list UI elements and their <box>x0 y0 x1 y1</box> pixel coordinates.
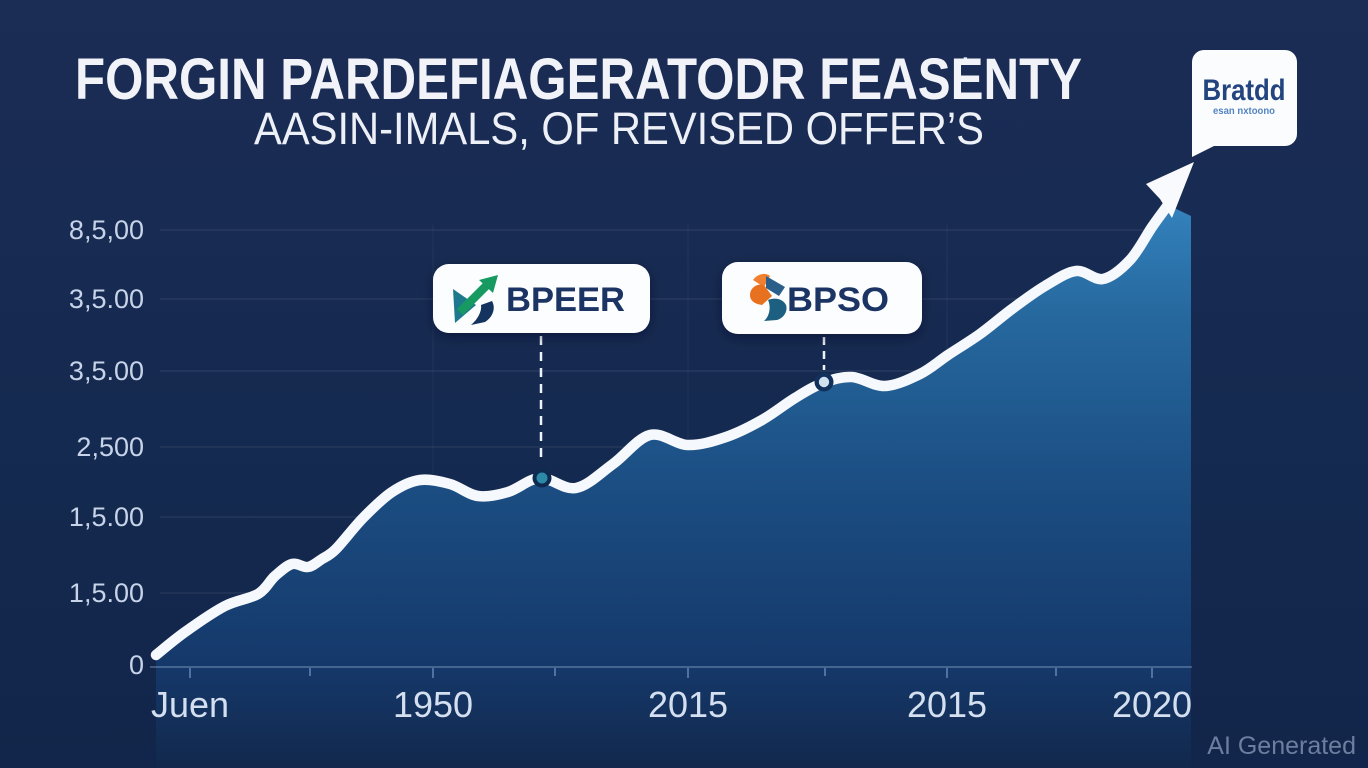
svg-text:esan nxtoono: esan nxtoono <box>1213 105 1275 117</box>
svg-text:BPEER: BPEER <box>506 281 625 319</box>
svg-text:0: 0 <box>129 650 144 680</box>
svg-text:Bratdd: Bratdd <box>1203 74 1286 107</box>
svg-text:2015: 2015 <box>648 684 728 725</box>
svg-text:BPSO: BPSO <box>787 281 889 319</box>
svg-text:Juen: Juen <box>151 684 229 725</box>
svg-text:3,5.00: 3,5.00 <box>69 284 144 314</box>
svg-text:ʼ: ʼ <box>962 53 969 80</box>
svg-text:2020: 2020 <box>1112 684 1192 725</box>
svg-text:AASIN-IMALS, OF REVISED OFFER’: AASIN-IMALS, OF REVISED OFFER’S <box>254 103 984 154</box>
svg-text:2,500: 2,500 <box>76 432 144 462</box>
svg-text:3,5.00: 3,5.00 <box>69 356 144 386</box>
svg-text:1,5.00: 1,5.00 <box>69 502 144 532</box>
svg-text:FORGIN PARDEFIAGERATODR FEASEN: FORGIN PARDEFIAGERATODR FEASENTY <box>75 47 1082 112</box>
svg-text:8,5,00: 8,5,00 <box>69 215 144 245</box>
svg-text:2015: 2015 <box>907 684 987 725</box>
svg-text:AI Generated: AI Generated <box>1207 732 1356 760</box>
svg-text:1950: 1950 <box>393 684 473 725</box>
svg-text:1,5.00: 1,5.00 <box>69 578 144 608</box>
